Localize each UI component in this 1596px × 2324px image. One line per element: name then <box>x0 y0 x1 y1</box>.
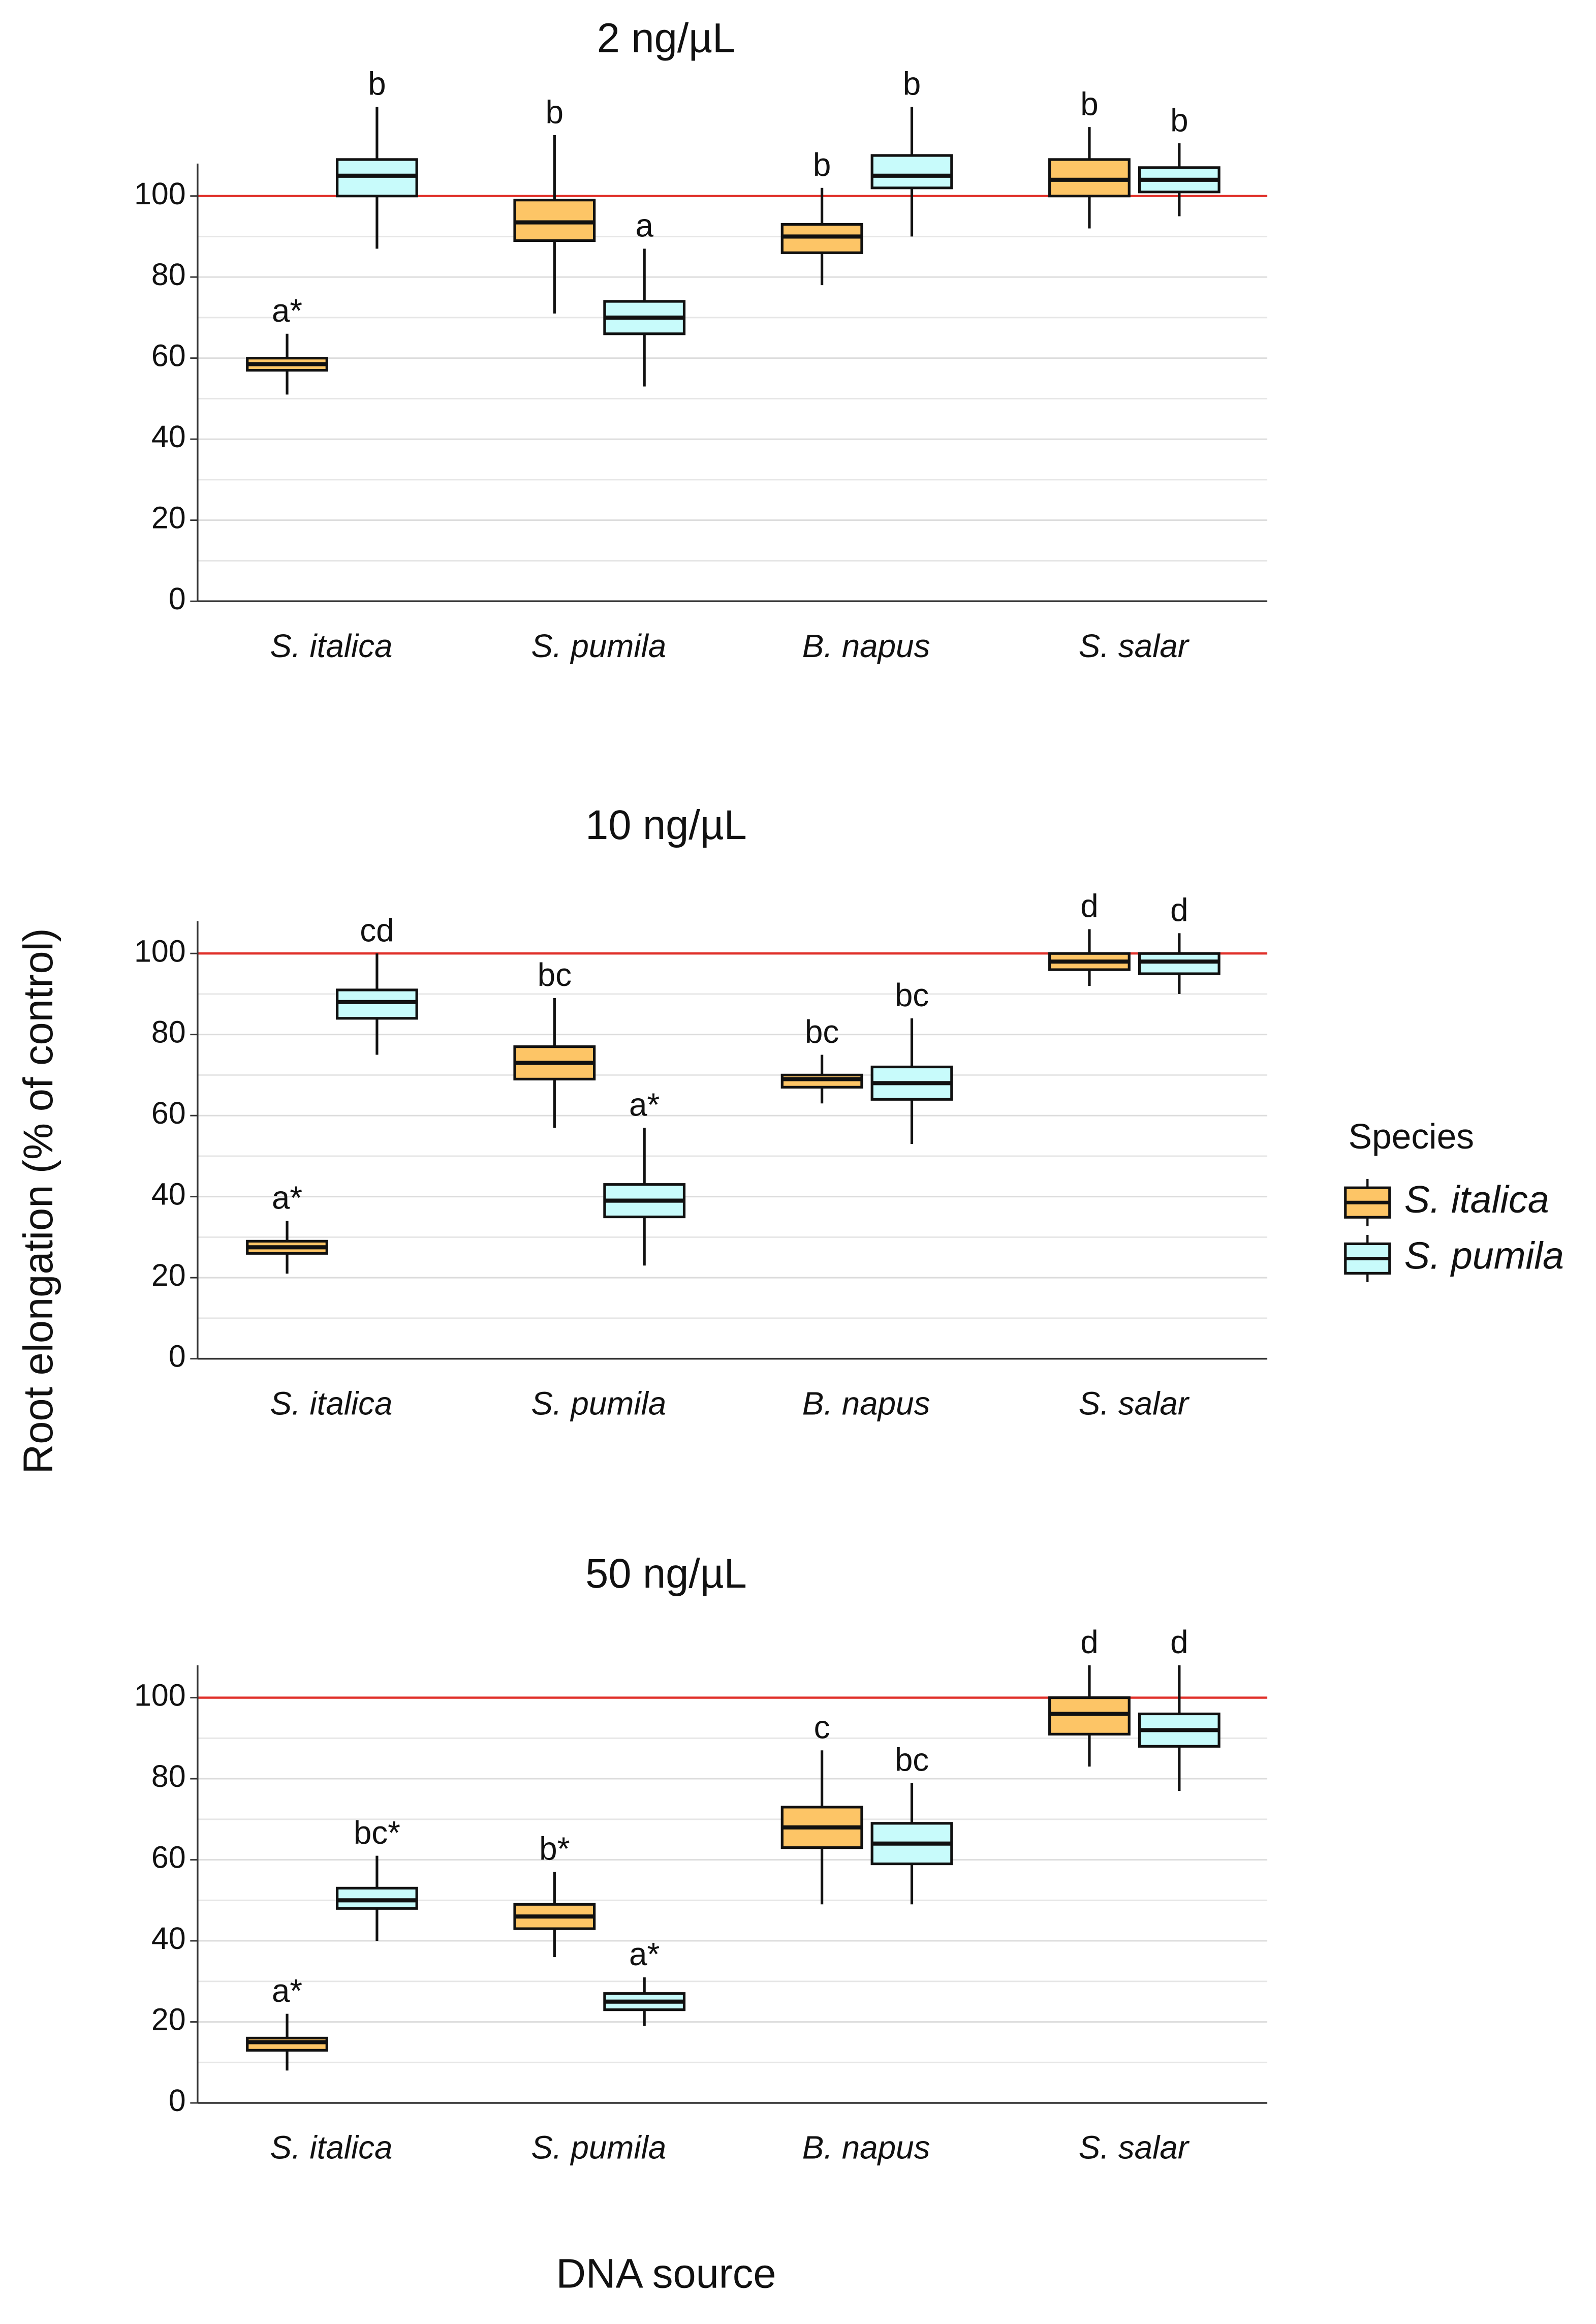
significance-label: bc <box>538 956 572 993</box>
x-tick-label: S. pumila <box>531 2129 666 2166</box>
significance-label: d <box>1080 888 1098 924</box>
x-tick-label: S. salar <box>1079 2129 1190 2166</box>
significance-label: c <box>814 1709 830 1745</box>
y-tick-label: 20 <box>151 1258 186 1292</box>
significance-label: b <box>368 65 386 102</box>
legend-title: Species <box>1349 1117 1475 1156</box>
significance-label: a* <box>629 1936 660 1972</box>
x-tick-label: B. napus <box>802 2129 930 2166</box>
panel-title: 50 ng/µL <box>585 1551 747 1597</box>
significance-label: bc* <box>354 1814 400 1851</box>
significance-label: cd <box>360 912 394 948</box>
x-tick-label: S. pumila <box>531 1385 666 1421</box>
panel-title: 10 ng/µL <box>585 802 747 848</box>
x-tick-label: S. salar <box>1079 628 1190 664</box>
y-tick-label: 60 <box>151 1840 186 1875</box>
x-tick-label: S. pumila <box>531 628 666 664</box>
significance-label: a* <box>629 1086 660 1123</box>
legend-label: S. italica <box>1404 1178 1549 1221</box>
significance-label: b <box>1080 85 1098 122</box>
y-tick-label: 60 <box>151 338 186 373</box>
y-tick-label: 0 <box>169 581 186 616</box>
x-tick-label: S. salar <box>1079 1385 1190 1421</box>
significance-label: b* <box>539 1831 570 1867</box>
x-tick-label: B. napus <box>802 628 930 664</box>
y-tick-label: 80 <box>151 1759 186 1793</box>
y-tick-label: 80 <box>151 257 186 292</box>
y-tick-label: 100 <box>134 176 186 211</box>
panel-title: 2 ng/µL <box>597 16 736 61</box>
significance-label: a* <box>272 1180 302 1216</box>
box <box>870 154 953 190</box>
significance-label: a* <box>272 1972 302 2009</box>
significance-label: a* <box>272 292 302 329</box>
significance-label: d <box>1080 1624 1098 1660</box>
x-axis-label: DNA source <box>556 2251 776 2297</box>
significance-label: b <box>1170 102 1188 138</box>
y-tick-label: 100 <box>134 934 186 968</box>
y-tick-label: 0 <box>169 1339 186 1374</box>
significance-label: d <box>1170 1624 1188 1660</box>
y-tick-label: 0 <box>169 2083 186 2118</box>
y-tick-label: 80 <box>151 1015 186 1049</box>
significance-label: b <box>546 94 564 130</box>
significance-label: a <box>635 207 653 244</box>
significance-label: bc <box>895 1741 929 1778</box>
x-tick-label: S. italica <box>270 2129 392 2166</box>
significance-label: bc <box>895 977 929 1013</box>
y-tick-label: 20 <box>151 501 186 535</box>
x-tick-label: B. napus <box>802 1385 930 1421</box>
y-tick-label: 100 <box>134 1678 186 1713</box>
significance-label: b <box>903 65 921 102</box>
significance-label: d <box>1170 892 1188 928</box>
y-tick-label: 60 <box>151 1096 186 1130</box>
significance-label: bc <box>805 1013 839 1050</box>
x-tick-label: S. italica <box>270 628 392 664</box>
y-tick-label: 40 <box>151 419 186 454</box>
y-tick-label: 40 <box>151 1177 186 1212</box>
legend-label: S. pumila <box>1404 1234 1564 1277</box>
y-axis-label: Root elongation (% of control) <box>16 928 61 1474</box>
x-tick-label: S. italica <box>270 1385 392 1421</box>
y-tick-label: 20 <box>151 2002 186 2037</box>
significance-label: b <box>813 146 831 183</box>
y-tick-label: 40 <box>151 1921 186 1956</box>
